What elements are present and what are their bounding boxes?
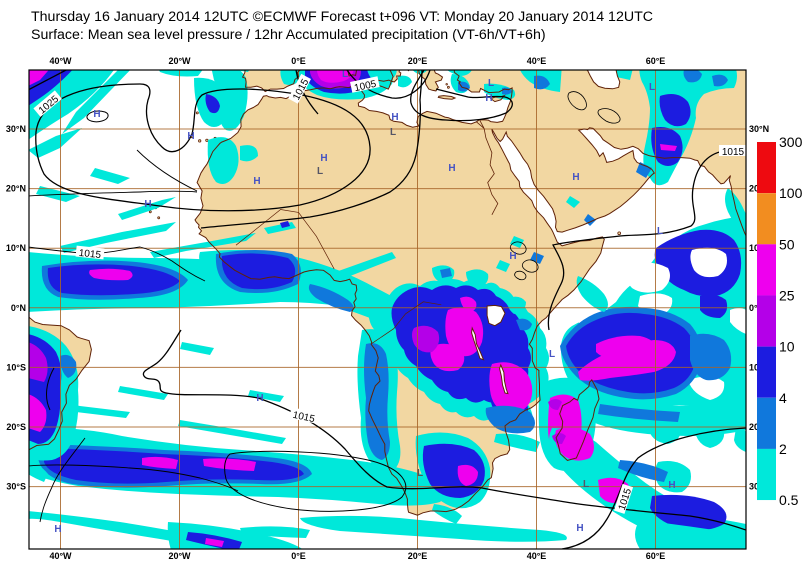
svg-text:H: H [509, 251, 516, 262]
svg-text:L: L [549, 349, 555, 360]
svg-text:40°W: 40°W [49, 56, 72, 66]
svg-text:50: 50 [779, 236, 795, 252]
svg-text:10: 10 [749, 243, 759, 253]
svg-text:300: 300 [779, 134, 803, 150]
svg-text:H: H [253, 176, 260, 187]
svg-text:0.5: 0.5 [779, 492, 799, 508]
svg-text:25: 25 [779, 287, 795, 303]
svg-text:20°W: 20°W [168, 56, 191, 66]
svg-text:H: H [668, 480, 675, 491]
svg-text:100: 100 [779, 185, 803, 201]
svg-text:40°E: 40°E [527, 551, 547, 561]
svg-text:10°N: 10°N [6, 243, 26, 253]
svg-text:L: L [583, 479, 589, 490]
svg-text:30°N: 30°N [749, 124, 769, 134]
svg-text:10: 10 [749, 362, 759, 372]
svg-text:0°N: 0°N [11, 303, 26, 313]
svg-text:H: H [391, 112, 398, 123]
svg-text:L: L [488, 78, 494, 89]
svg-text:0°E: 0°E [291, 551, 306, 561]
svg-text:40°E: 40°E [527, 56, 547, 66]
svg-text:30°S: 30°S [6, 482, 26, 492]
svg-text:20: 20 [749, 184, 759, 194]
svg-text:20: 20 [749, 422, 759, 432]
svg-text:0°E: 0°E [291, 56, 306, 66]
svg-text:2: 2 [779, 441, 787, 457]
svg-text:30: 30 [749, 482, 759, 492]
svg-text:H: H [485, 93, 492, 104]
svg-text:1015: 1015 [78, 248, 102, 261]
svg-text:L: L [417, 468, 423, 479]
svg-text:60°E: 60°E [646, 56, 666, 66]
svg-text:L: L [649, 82, 655, 93]
svg-text:H: H [54, 524, 61, 535]
svg-text:Thursday 16 January 2014 12UTC: Thursday 16 January 2014 12UTC ©ECMWF Fo… [31, 9, 653, 25]
svg-text:H: H [572, 172, 579, 183]
svg-text:H: H [576, 523, 583, 534]
svg-text:H: H [187, 131, 194, 142]
svg-text:40°W: 40°W [49, 551, 72, 561]
svg-text:60°E: 60°E [646, 551, 666, 561]
svg-text:L: L [657, 226, 663, 237]
svg-text:H: H [93, 109, 100, 120]
svg-text:Surface: Mean sea level pressu: Surface: Mean sea level pressure / 12hr … [31, 27, 546, 43]
svg-text:10: 10 [779, 339, 795, 355]
svg-text:H: H [144, 199, 151, 210]
svg-text:H: H [256, 393, 263, 404]
svg-text:L: L [317, 166, 323, 177]
svg-text:1015: 1015 [722, 147, 745, 158]
svg-text:0°N: 0°N [749, 303, 764, 313]
svg-text:1005: 1005 [353, 79, 377, 94]
svg-text:20°N: 20°N [6, 184, 26, 194]
svg-text:H: H [320, 153, 327, 164]
svg-text:20°S: 20°S [6, 422, 26, 432]
svg-text:20°E: 20°E [408, 56, 428, 66]
svg-text:20°W: 20°W [168, 551, 191, 561]
svg-text:L: L [342, 69, 348, 80]
svg-text:H: H [448, 163, 455, 174]
svg-text:10°S: 10°S [6, 362, 26, 372]
svg-text:30°N: 30°N [6, 124, 26, 134]
svg-text:L: L [390, 127, 396, 138]
svg-text:4: 4 [779, 390, 787, 406]
svg-text:20°E: 20°E [408, 551, 428, 561]
svg-text:1015: 1015 [292, 410, 316, 425]
